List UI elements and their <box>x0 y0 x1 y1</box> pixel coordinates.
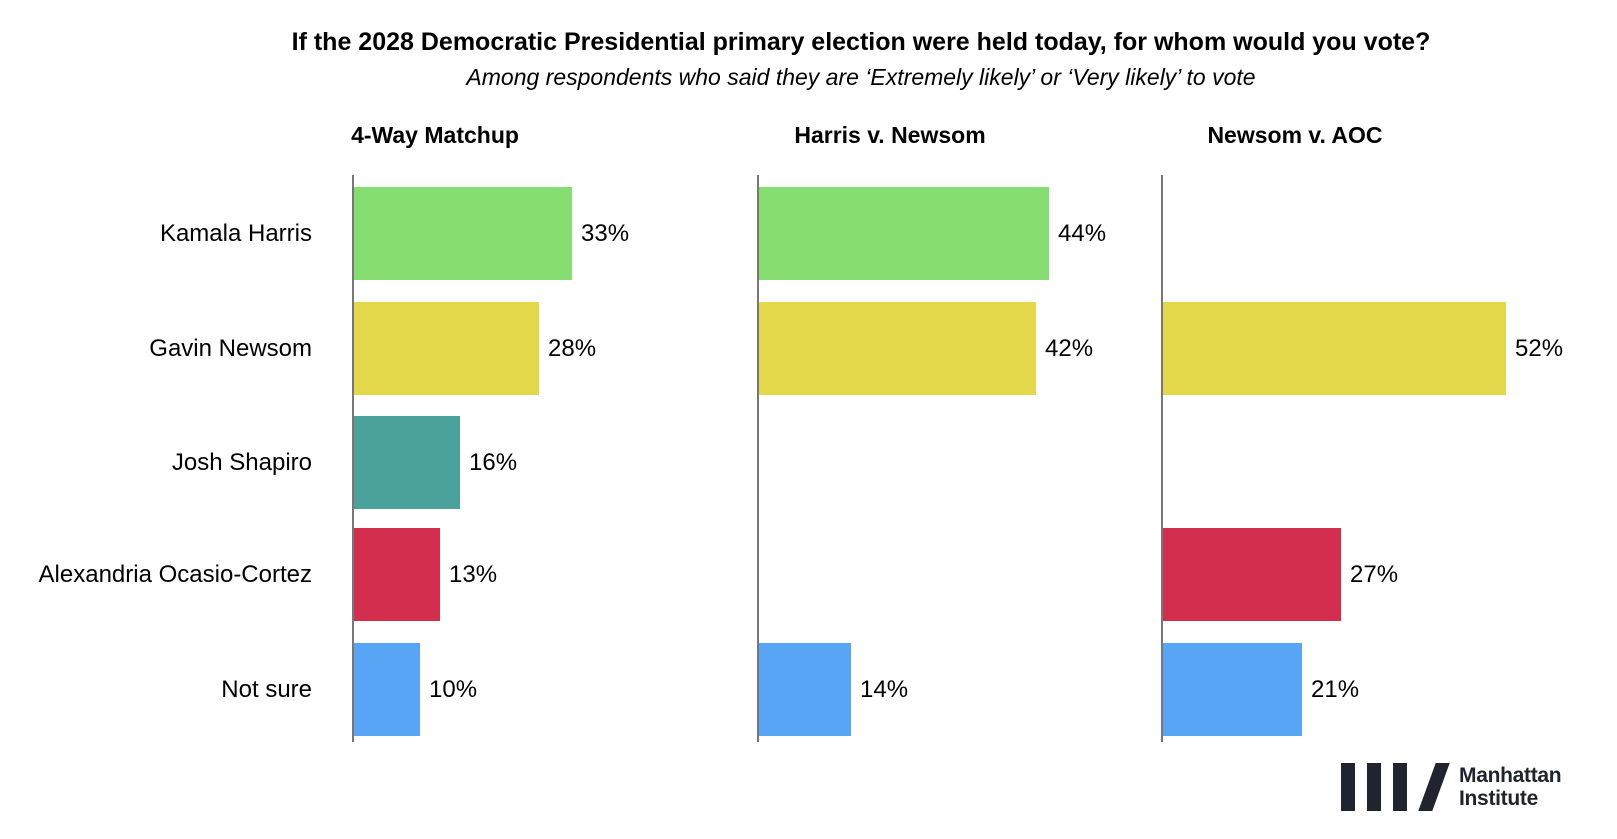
bar-row: 28% <box>354 302 596 395</box>
value-label: 33% <box>581 219 630 247</box>
bar-row: 52% <box>1163 302 1563 395</box>
category-label-kamala-harris: Kamala Harris <box>159 219 312 247</box>
axis-line-panel-2 <box>757 175 759 742</box>
bar-row: 42% <box>759 302 1093 395</box>
value-label: 52% <box>1515 334 1564 362</box>
category-label-gavin-newsom: Gavin Newsom <box>149 334 312 362</box>
axis-line-panel-3 <box>1161 175 1163 742</box>
value-label: 28% <box>548 334 597 362</box>
bar-gavin-newsom-panel-3 <box>1163 302 1506 395</box>
manhattan-institute-logo: Manhattan Institute <box>1341 763 1562 811</box>
bar-row: 13% <box>354 528 497 621</box>
bar-kamala-harris-panel-2 <box>759 187 1049 280</box>
logo-text-line1: Manhattan <box>1459 764 1562 787</box>
bar-row: 33% <box>354 187 629 280</box>
value-label: 10% <box>429 675 478 703</box>
bar-row: 14% <box>759 643 908 736</box>
value-label: 42% <box>1045 334 1094 362</box>
bar-not-sure-panel-1 <box>354 643 420 736</box>
bar-kamala-harris-panel-1 <box>354 187 572 280</box>
value-label: 16% <box>469 448 518 476</box>
category-label-not-sure: Not sure <box>221 675 312 703</box>
manhattan-institute-logo-text: Manhattan Institute <box>1459 764 1562 810</box>
bar-alexandria-ocasio-cortez-panel-1 <box>354 528 440 621</box>
bar-row: 16% <box>354 416 517 509</box>
chart-title: If the 2028 Democratic Presidential prim… <box>291 28 1431 56</box>
panel-title-newsom-v-aoc: Newsom v. AOC <box>1207 122 1383 148</box>
chart-subtitle: Among respondents who said they are ‘Ext… <box>466 64 1256 90</box>
bar-row: 44% <box>759 187 1106 280</box>
bar-not-sure-panel-2 <box>759 643 851 736</box>
category-label-alexandria-ocasio-cortez: Alexandria Ocasio-Cortez <box>38 560 312 588</box>
bar-gavin-newsom-panel-1 <box>354 302 539 395</box>
logo-bar-icon <box>1393 763 1407 811</box>
panel-title-4-way-matchup: 4-Way Matchup <box>351 122 519 148</box>
category-label-josh-shapiro: Josh Shapiro <box>171 448 312 476</box>
value-label: 13% <box>449 560 498 588</box>
bar-gavin-newsom-panel-2 <box>759 302 1036 395</box>
logo-bar-icon <box>1367 763 1381 811</box>
axis-line-panel-1 <box>352 175 354 742</box>
value-label: 27% <box>1350 560 1399 588</box>
bar-not-sure-panel-3 <box>1163 643 1302 736</box>
logo-bar-icon <box>1341 763 1355 811</box>
bar-row: 21% <box>1163 643 1359 736</box>
bar-row: 27% <box>1163 528 1398 621</box>
bar-alexandria-ocasio-cortez-panel-3 <box>1163 528 1341 621</box>
logo-text-line2: Institute <box>1459 787 1538 810</box>
logo-slash-icon <box>1418 763 1450 811</box>
value-label: 44% <box>1058 219 1107 247</box>
panel-title-harris-v-newsom: Harris v. Newsom <box>794 122 986 148</box>
value-label: 14% <box>860 675 909 703</box>
bar-row: 10% <box>354 643 477 736</box>
value-label: 21% <box>1311 675 1360 703</box>
manhattan-institute-logo-icon <box>1341 763 1450 811</box>
bar-josh-shapiro-panel-1 <box>354 416 460 509</box>
